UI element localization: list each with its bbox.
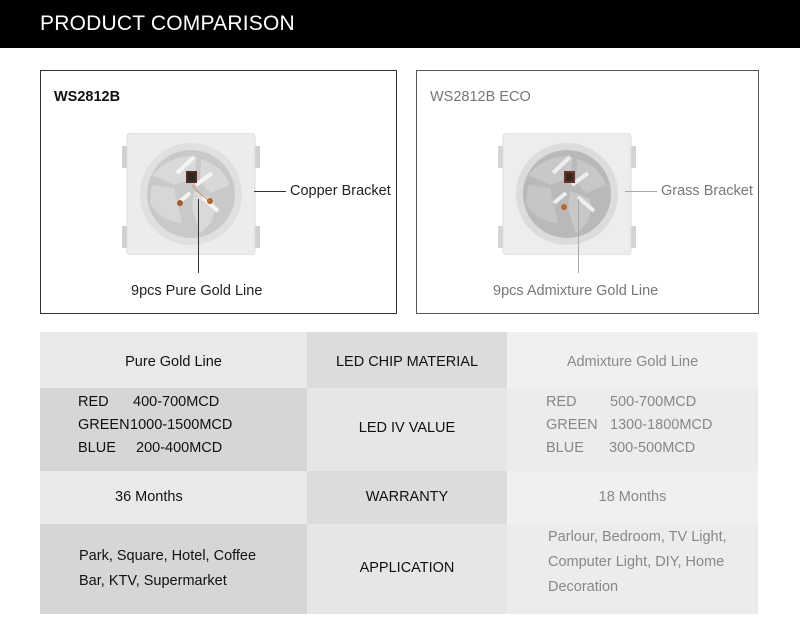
gold-line-label: 9pcs Pure Gold Line bbox=[131, 283, 263, 299]
gold-line-pointer bbox=[578, 199, 579, 273]
card-title: WS2812B ECO bbox=[430, 89, 531, 105]
row-label: APPLICATION bbox=[359, 560, 455, 576]
iv-item: RED 500-700MCD bbox=[546, 394, 697, 410]
cell-value: Admixture Gold Line bbox=[566, 354, 699, 370]
cell-value: Pure Gold Line bbox=[125, 354, 222, 370]
product-card-ws2812b: WS2812B Copper Bracket 9pcs Pure Gold Li… bbox=[40, 70, 397, 314]
application-line: Bar, KTV, Supermarket bbox=[79, 573, 227, 589]
header-bar: PRODUCT COMPARISON bbox=[0, 0, 800, 48]
iv-list: RED 500-700MCD GREEN 1300-1800MCD BLUE 300-… bbox=[546, 391, 712, 460]
copper-bracket-pointer bbox=[254, 191, 286, 192]
gold-line-label: 9pcs Admixture Gold Line bbox=[493, 283, 659, 299]
page-title: PRODUCT COMPARISON bbox=[40, 12, 295, 35]
cell-value: 36 Months bbox=[115, 489, 183, 505]
application-list: Park, Square, Hotel, Coffee Bar, KTV, Su… bbox=[79, 544, 256, 594]
cell-value: 18 Months bbox=[598, 489, 667, 505]
led-chip-image bbox=[122, 133, 260, 255]
table-row-iv-value: RED 400-700MCD GREEN 1000-1500MCD BLUE 200-… bbox=[40, 388, 758, 471]
row-label: WARRANTY bbox=[365, 489, 449, 505]
row-label: LED IV VALUE bbox=[358, 420, 456, 436]
bracket-label: Copper Bracket bbox=[290, 183, 391, 199]
iv-item: GREEN 1000-1500MCD bbox=[78, 417, 233, 433]
table-row-warranty: 36 Months WARRANTY 18 Months bbox=[40, 471, 758, 524]
card-title: WS2812B bbox=[54, 89, 121, 105]
bracket-label: Grass Bracket bbox=[661, 183, 753, 199]
iv-list: RED 400-700MCD GREEN 1000-1500MCD BLUE 200-… bbox=[78, 391, 232, 460]
application-line: Park, Square, Hotel, Coffee bbox=[79, 548, 257, 564]
application-line: Parlour, Bedroom, TV Light, bbox=[548, 529, 727, 545]
iv-item: GREEN 1300-1800MCD bbox=[546, 417, 713, 433]
iv-item: RED 400-700MCD bbox=[78, 394, 220, 410]
led-chip-image bbox=[498, 133, 636, 255]
comparison-table: Pure Gold Line LED CHIP MATERIAL Admixtu… bbox=[40, 332, 758, 614]
table-row-application: Park, Square, Hotel, Coffee Bar, KTV, Su… bbox=[40, 524, 758, 614]
row-label: LED CHIP MATERIAL bbox=[335, 354, 479, 370]
gold-line-pointer bbox=[198, 199, 199, 273]
grass-bracket-pointer bbox=[625, 191, 657, 192]
iv-item: BLUE 300-500MCD bbox=[546, 440, 696, 456]
product-card-ws2812b-eco: WS2812B ECO Grass Bracket 9pcs Admixture… bbox=[416, 70, 759, 314]
application-list: Parlour, Bedroom, TV Light, Computer Lig… bbox=[548, 525, 727, 600]
iv-item: BLUE 200-400MCD bbox=[78, 440, 223, 456]
table-row-material: Pure Gold Line LED CHIP MATERIAL Admixtu… bbox=[40, 332, 758, 388]
application-line: Computer Light, DIY, Home bbox=[548, 554, 725, 570]
application-line: Decoration bbox=[548, 579, 619, 595]
